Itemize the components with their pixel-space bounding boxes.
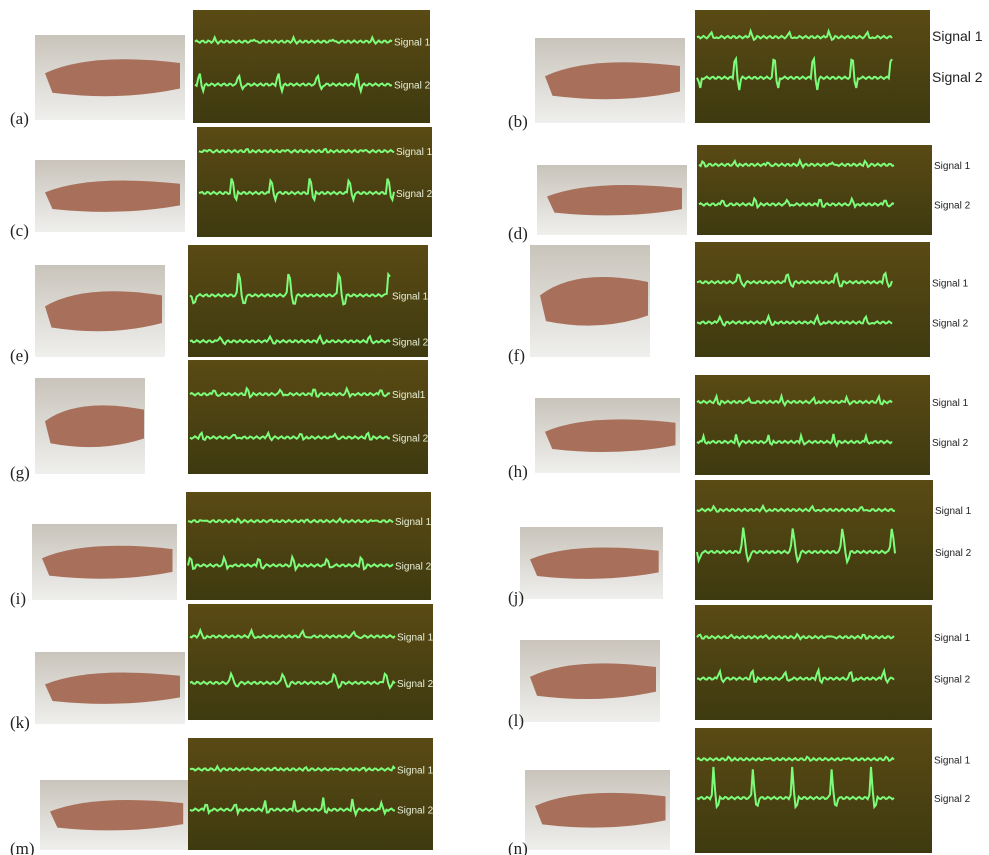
oscilloscope-screen	[695, 605, 932, 720]
oscilloscope-screen	[188, 738, 433, 850]
signal-label: Signal 2	[392, 337, 429, 348]
signal-label: Signal 1	[396, 147, 433, 158]
signal-label: Signal 1	[932, 28, 983, 44]
signal-label: Signal 1	[935, 506, 972, 517]
panel-label: (b)	[508, 112, 528, 131]
signal-label: Signal 2	[396, 189, 433, 200]
panel-label: (n)	[508, 839, 528, 855]
oscilloscope-screen	[188, 360, 428, 474]
oscilloscope-screen	[697, 145, 932, 235]
signal-label: Signal 2	[935, 548, 972, 559]
panel-label: (g)	[10, 463, 30, 482]
oscilloscope-screen	[193, 10, 430, 123]
panel-label: (f)	[508, 346, 525, 365]
panel-label: (j)	[508, 588, 524, 607]
signal-label: Signal 1	[932, 278, 969, 289]
signal-label: Signal 2	[397, 806, 434, 817]
figure: (a) Signal 1 Signal 2 (b) Signal 1 Signal 2 (c…	[0, 0, 989, 855]
oscilloscope-screen	[695, 728, 932, 853]
signal-label: Signal 2	[934, 794, 971, 805]
signal-label: Signal 1	[932, 398, 969, 409]
signal-label: Signal 2	[932, 438, 969, 449]
oscilloscope-screen	[186, 492, 431, 600]
signal-label: Signal 2	[932, 69, 983, 85]
signal-label: Signal 2	[934, 675, 971, 686]
panel-label: (i)	[10, 589, 26, 608]
oscilloscope-screen	[695, 480, 933, 600]
panel-label: (e)	[10, 346, 29, 365]
signal-label: Signal1	[392, 390, 426, 401]
signal-label: Signal 1	[395, 517, 432, 528]
panel-label: (c)	[10, 221, 29, 240]
signal-label: Signal 2	[394, 81, 431, 92]
signal-label: Signal 1	[397, 765, 434, 776]
oscilloscope-screen	[188, 604, 433, 720]
oscilloscope-screen	[695, 375, 930, 475]
panel-label: (l)	[508, 711, 524, 730]
panel-label: (h)	[508, 462, 528, 481]
signal-label: Signal 2	[934, 200, 971, 211]
signal-label: Signal 2	[395, 561, 432, 572]
signal-label: Signal 1	[392, 291, 429, 302]
signal-label: Signal 1	[394, 38, 431, 49]
panel-label: (a)	[10, 109, 29, 128]
signal-label: Signal 2	[397, 679, 434, 690]
signal-label: Signal 1	[934, 755, 971, 766]
oscilloscope-screen	[695, 242, 930, 357]
signal-label: Signal 1	[397, 632, 434, 643]
panel-label: (d)	[508, 224, 528, 243]
signal-label: Signal 1	[934, 161, 971, 172]
signal-label: Signal 1	[934, 633, 971, 644]
signal-label: Signal 2	[392, 434, 429, 445]
signal-label: Signal 2	[932, 319, 969, 330]
panel-label: (k)	[10, 713, 30, 732]
panel-label: (m)	[10, 839, 35, 855]
